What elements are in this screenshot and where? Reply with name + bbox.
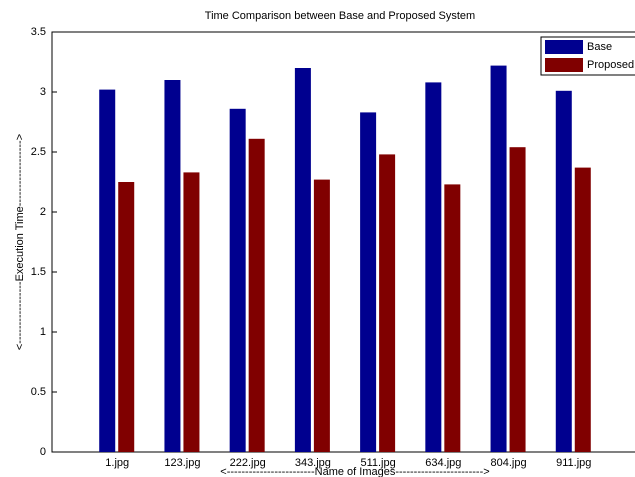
bar: [444, 184, 461, 452]
bar: [490, 65, 507, 452]
y-tick-label: 0: [40, 446, 46, 458]
y-tick-label: 3: [40, 86, 46, 98]
x-tick-label: 1.jpg: [105, 457, 129, 469]
bar: [99, 89, 116, 452]
bar: [425, 82, 442, 453]
x-tick-label: 634.jpg: [425, 457, 461, 469]
y-axis-label: <-----------------Execution Time--------…: [14, 134, 26, 350]
y-tick-label: 3.5: [31, 26, 46, 38]
bar: [574, 167, 591, 452]
bar: [229, 108, 246, 453]
bar: [379, 154, 396, 452]
x-tick-label: 511.jpg: [360, 457, 395, 469]
x-tick-label: 123.jpg: [164, 457, 200, 469]
bar: [294, 68, 311, 452]
legend-label: Base: [587, 41, 612, 53]
x-tick-label: 911.jpg: [556, 457, 591, 469]
bar: [509, 147, 526, 452]
bar: [183, 172, 200, 452]
bar: [164, 80, 181, 452]
legend-swatch: [545, 58, 583, 72]
x-tick-label: 804.jpg: [491, 457, 527, 469]
x-tick-label: 222.jpg: [230, 457, 266, 469]
x-axis-label: <------------------------Name of Images-…: [220, 466, 489, 477]
bar: [555, 90, 572, 453]
bar: [248, 138, 265, 453]
legend-label: Proposed: [587, 59, 634, 71]
y-tick-label: 1.5: [31, 266, 46, 278]
bar: [360, 112, 377, 453]
chart-title: Time Comparison between Base and Propose…: [205, 10, 475, 22]
y-tick-label: 2: [40, 206, 46, 218]
bar: [118, 182, 135, 452]
y-tick-label: 2.5: [31, 146, 46, 158]
x-tick-label: 343.jpg: [295, 457, 331, 469]
y-tick-label: 0.5: [31, 386, 46, 398]
y-tick-label: 1: [40, 326, 46, 338]
legend-swatch: [545, 40, 583, 54]
bar: [313, 179, 330, 452]
plot-area: [51, 31, 635, 453]
